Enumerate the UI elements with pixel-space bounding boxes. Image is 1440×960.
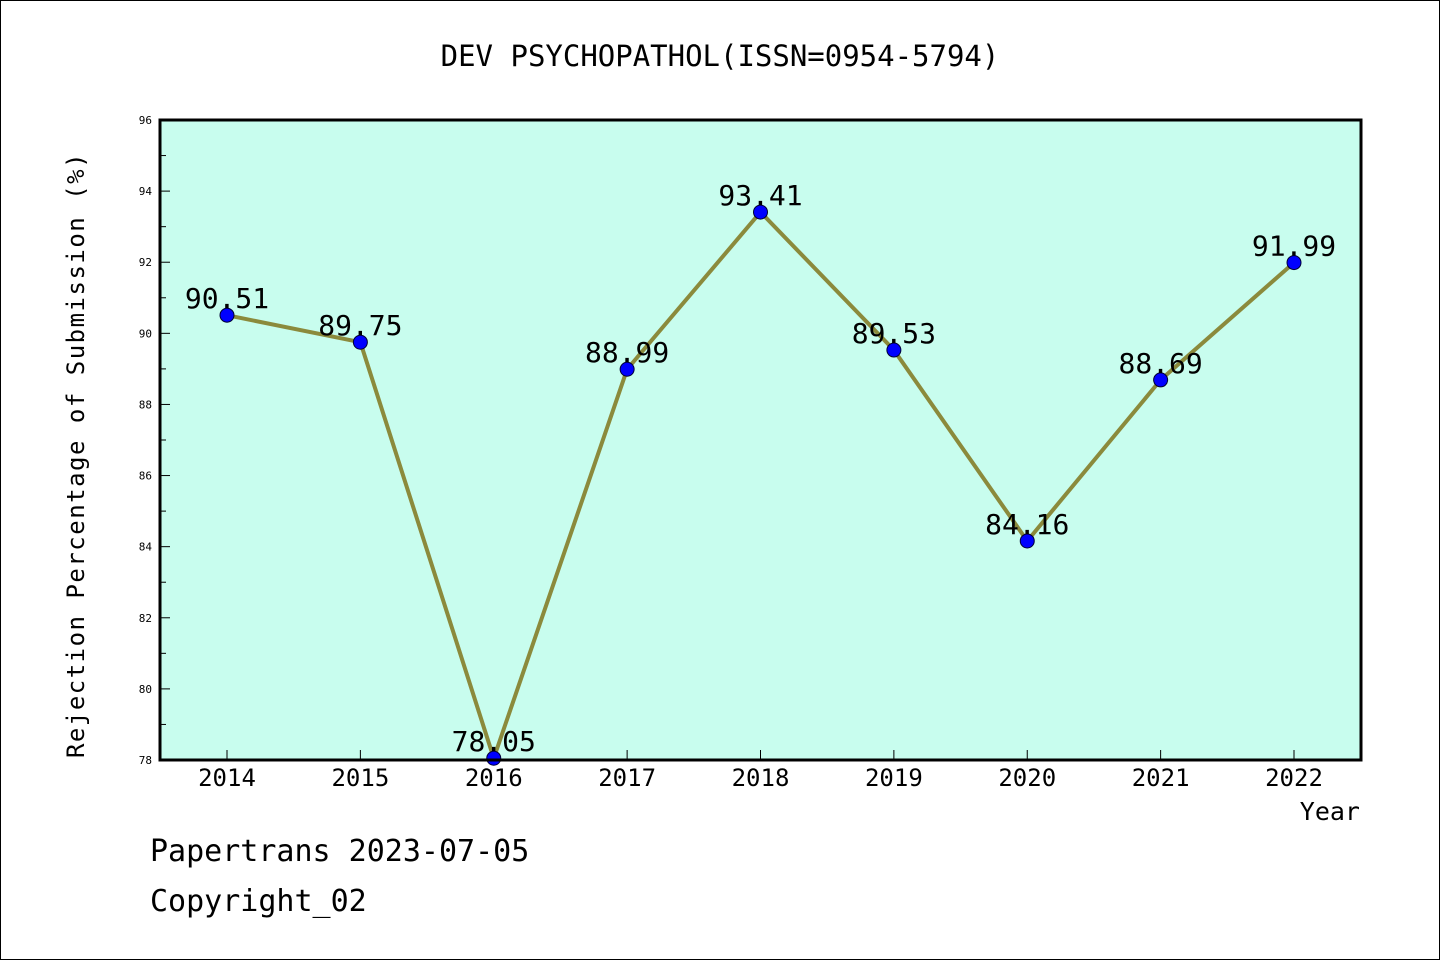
footer-copyright-text: Copyright_02 xyxy=(150,884,367,919)
x-tick-label: 2021 xyxy=(1132,764,1190,792)
y-tick-label: 84 xyxy=(139,541,153,554)
data-point xyxy=(1019,533,1035,549)
y-tick-label: 82 xyxy=(139,612,152,625)
data-point xyxy=(1153,372,1169,388)
x-axis: 2014 2015 2016 2017 2018 2019 2020 2021 2022 xyxy=(198,750,1323,792)
y-tick-label: 94 xyxy=(139,185,153,198)
data-point xyxy=(886,342,902,358)
chart-title: DEV PSYCHOPATHOL(ISSN=0954-5794) xyxy=(441,39,1000,73)
y-tick-label: 86 xyxy=(139,470,152,483)
y-tick-label: 78 xyxy=(139,754,152,767)
y-axis: 78 80 82 84 86 88 90 92 94 96 xyxy=(139,114,170,767)
y-axis-label: Rejection Percentage of Submission (%) xyxy=(62,152,90,758)
y-tick-label: 80 xyxy=(139,683,152,696)
x-tick-label: 2020 xyxy=(998,764,1056,792)
data-label: 78.05 xyxy=(452,725,536,758)
data-point xyxy=(352,334,368,350)
plot-border xyxy=(158,118,1363,762)
y-tick-label: 92 xyxy=(139,256,152,269)
data-label: 90.51 xyxy=(185,282,269,315)
data-label: 88.69 xyxy=(1118,347,1202,380)
data-point xyxy=(1286,255,1302,271)
data-label: 88.99 xyxy=(585,336,669,369)
x-tick-label: 2019 xyxy=(865,764,923,792)
series-line-layer xyxy=(219,204,1302,766)
y-tick-label: 96 xyxy=(139,114,152,127)
x-tick-label: 2018 xyxy=(732,764,790,792)
data-label: 89.75 xyxy=(318,309,402,342)
x-axis-label: Year xyxy=(1300,797,1360,826)
data-label: 84.16 xyxy=(985,508,1069,541)
x-tick-label: 2017 xyxy=(598,764,656,792)
y-tick-label: 88 xyxy=(139,398,152,411)
data-point xyxy=(619,361,635,377)
y-tick-label: 90 xyxy=(139,327,152,340)
data-point xyxy=(219,307,235,323)
data-label: 91.99 xyxy=(1252,230,1336,263)
data-label: 93.41 xyxy=(718,179,802,212)
x-tick-label: 2014 xyxy=(198,764,256,792)
x-tick-label: 2022 xyxy=(1265,764,1323,792)
data-point xyxy=(753,204,768,220)
x-tick-label: 2016 xyxy=(465,764,523,792)
data-label-layer: 90.51 89.75 78.05 88.99 93.41 89.53 84.16 88.69… xyxy=(185,179,1336,758)
x-tick-label: 2015 xyxy=(331,764,389,792)
data-label: 89.53 xyxy=(852,317,936,350)
footer-date-text: Papertrans 2023-07-05 xyxy=(150,834,530,869)
data-point xyxy=(486,750,502,766)
plot-area xyxy=(160,120,1361,760)
